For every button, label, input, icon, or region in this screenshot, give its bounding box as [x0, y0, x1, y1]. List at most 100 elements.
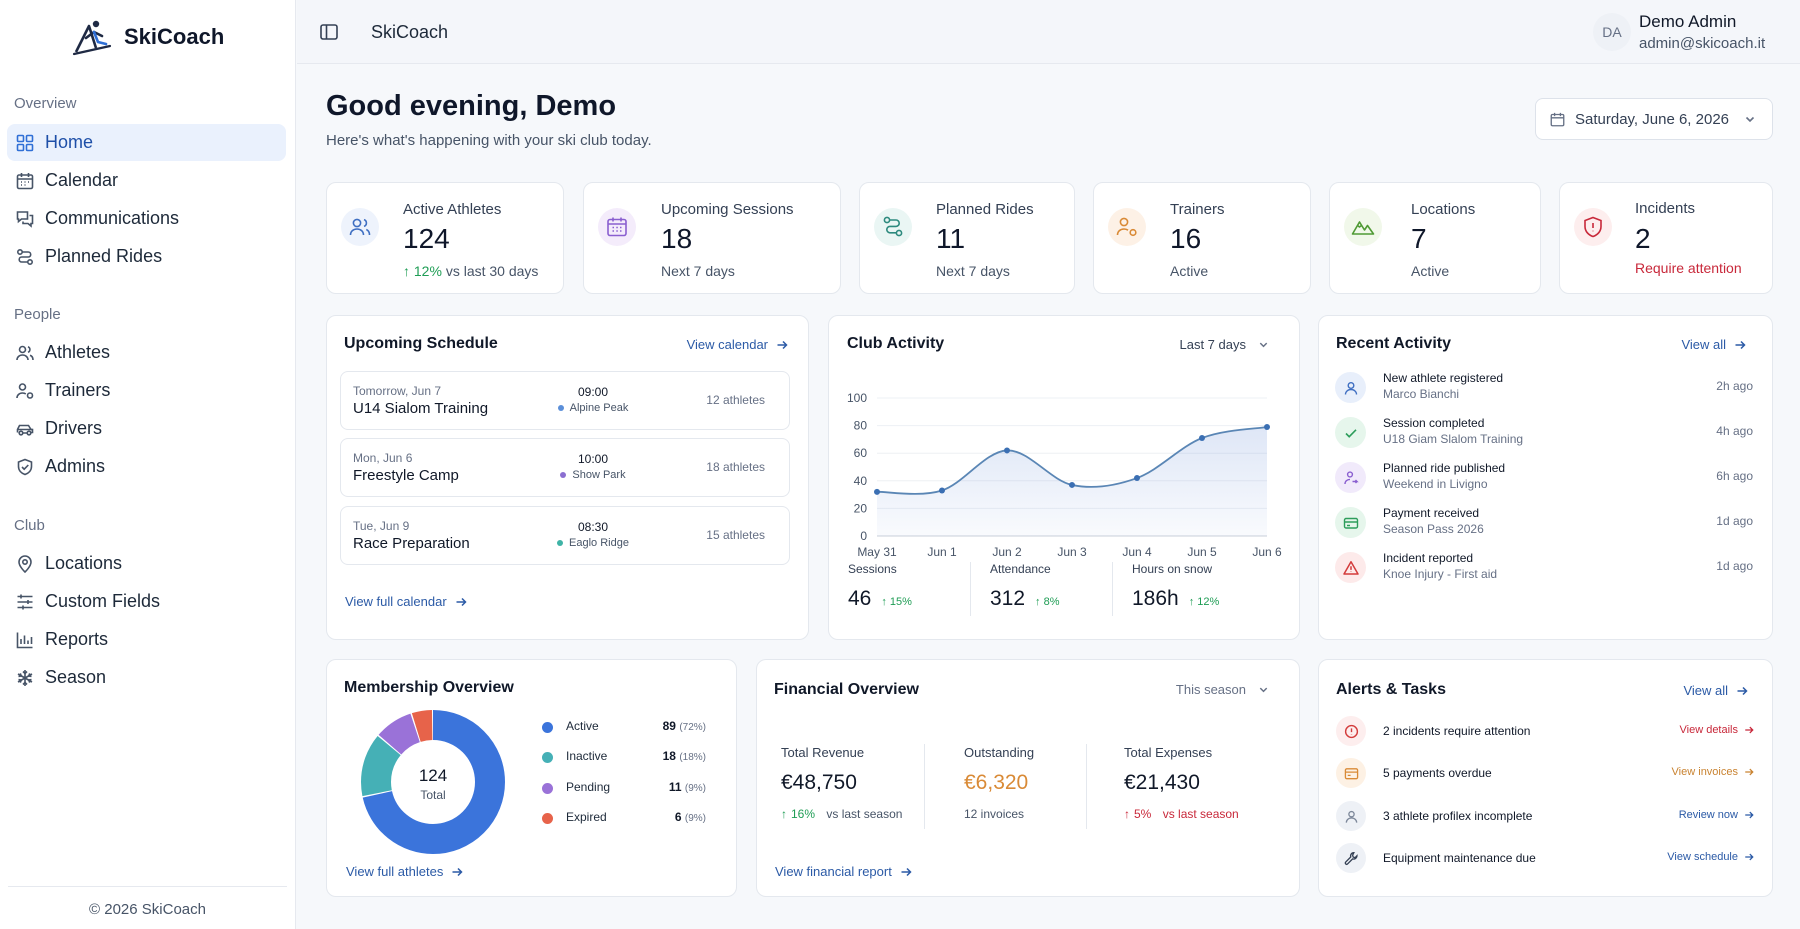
schedule-item[interactable]: Tue, Jun 9 Race Preparation 08:30 Eaglo …: [340, 506, 790, 565]
metric-value: 312: [990, 587, 1026, 610]
view-financial-report-link[interactable]: View financial report: [775, 864, 912, 879]
avatar[interactable]: DA: [1593, 13, 1631, 51]
alert-action-link[interactable]: Review now: [1679, 809, 1754, 821]
stat-card-sessions[interactable]: Upcoming Sessions 18 Next 7 days: [583, 182, 841, 294]
sidebar-item-season[interactable]: Season: [7, 659, 286, 696]
sidebar-item-trainers[interactable]: Trainers: [7, 372, 286, 409]
alert-icon: [1344, 724, 1358, 738]
view-full-athletes-link[interactable]: View full athletes: [346, 864, 463, 879]
schedule-date: Mon, Jun 6: [353, 451, 413, 465]
membership-overview-card: Membership Overview 124 Total Active 89 …: [326, 659, 737, 897]
date-picker[interactable]: Saturday, June 6, 2026: [1535, 98, 1773, 140]
fin-change: 5%: [1134, 807, 1152, 821]
alert-action-link[interactable]: View details: [1680, 724, 1755, 736]
schedule-time: 09:00: [577, 385, 609, 399]
brand-name: SkiCoach: [124, 24, 225, 49]
alert-icon-wrap: [1336, 801, 1366, 831]
stat-card-locations[interactable]: Locations 7 Active: [1329, 182, 1541, 294]
user-menu[interactable]: Demo Admin admin@skicoach.it: [1639, 12, 1765, 52]
calendar-icon: [1550, 112, 1565, 126]
schedule-location: Show Park: [537, 469, 649, 481]
view-calendar-link[interactable]: View calendar: [687, 337, 788, 352]
location-name: Alpine Peak: [569, 402, 629, 414]
sidebar-item-reports[interactable]: Reports: [7, 621, 286, 658]
sidebar-item-custom-fields[interactable]: Custom Fields: [7, 583, 286, 620]
y-tick-label: 80: [854, 419, 868, 433]
stat-card-rides[interactable]: Planned Rides 11 Next 7 days: [859, 182, 1075, 294]
alert-item[interactable]: 3 athlete profilex incomplete Review now: [1336, 801, 1754, 833]
user-email: admin@skicoach.it: [1639, 35, 1766, 52]
schedule-name: Race Preparation: [353, 535, 470, 552]
sidebar-item-home[interactable]: Home: [7, 124, 286, 161]
nav-section-overview: Overview: [14, 95, 77, 112]
fin-label: Total Expenses: [1124, 745, 1213, 760]
y-tick-label: 60: [854, 446, 868, 460]
series-area: [877, 426, 1267, 536]
alert-item[interactable]: Equipment maintenance due View schedule: [1336, 843, 1754, 875]
stat-label: Locations: [1411, 201, 1476, 218]
stat-card-incidents[interactable]: Incidents 2 Require attention: [1559, 182, 1773, 294]
legend-count: 6: [674, 810, 682, 824]
card-title: Club Activity: [847, 335, 945, 352]
recent-view-all-link[interactable]: View all: [1681, 337, 1746, 352]
invoice-icon: [1344, 767, 1358, 779]
activity-item[interactable]: Payment received Season Pass 2026 1d ago: [1335, 506, 1753, 546]
sidebar-item-label: Locations: [45, 553, 123, 573]
donut-slice: [361, 710, 505, 854]
card-title: Recent Activity: [1336, 335, 1451, 352]
sidebar-item-admins[interactable]: Admins: [7, 448, 286, 485]
stat-card-athletes[interactable]: Active Athletes 124 ↑ 12% vs last 30 day…: [326, 182, 564, 294]
user-icon: [1345, 810, 1357, 823]
financial-range-dropdown[interactable]: This season: [1176, 682, 1269, 697]
activity-subtitle: U18 Giam Slalom Training: [1383, 432, 1524, 446]
link-label: View invoices: [1671, 766, 1738, 778]
schedule-location: Eaglo Ridge: [537, 537, 649, 549]
sidebar-item-communications[interactable]: Communications: [7, 200, 286, 237]
donut-slice: [361, 710, 505, 854]
view-full-calendar-link[interactable]: View full calendar: [345, 594, 467, 609]
activity-item[interactable]: Planned ride published Weekend in Livign…: [1335, 461, 1753, 501]
sidebar-item-calendar[interactable]: Calendar: [7, 162, 286, 199]
schedule-item[interactable]: Mon, Jun 6 Freestyle Camp 10:00 Show Par…: [340, 438, 790, 497]
metric-change: ↑ 12%: [1188, 596, 1220, 608]
fin-note-text: vs last season: [826, 807, 903, 821]
metric-label: Attendance: [990, 562, 1051, 576]
location-dot: [557, 540, 564, 546]
legend-dot: [542, 813, 553, 824]
card-title: Alerts & Tasks: [1336, 681, 1446, 698]
stat-card-trainers[interactable]: Trainers 16 Active: [1093, 182, 1311, 294]
activity-item[interactable]: New athlete registered Marco Bianchi 2h …: [1335, 371, 1753, 411]
sidebar-item-drivers[interactable]: Drivers: [7, 410, 286, 447]
stat-label: Planned Rides: [936, 201, 1034, 218]
fin-outstanding: Outstanding €6,320 12 invoices: [964, 745, 1034, 821]
link-label: View full calendar: [345, 594, 447, 609]
alerts-view-all-link[interactable]: View all: [1683, 683, 1748, 698]
activity-item[interactable]: Session completed U18 Giam Slalom Traini…: [1335, 416, 1753, 456]
legend-pct: (18%): [679, 752, 706, 763]
sidebar-toggle-icon[interactable]: [319, 22, 339, 42]
schedule-item[interactable]: Tomorrow, Jun 7 U14 Sialom Training 09:0…: [340, 371, 790, 430]
divider: [1112, 562, 1113, 616]
activity-item[interactable]: Incident reported Knoe Injury - First ai…: [1335, 551, 1753, 591]
activity-time: 6h ago: [1716, 469, 1753, 483]
alert-item[interactable]: 5 payments overdue View invoices: [1336, 758, 1754, 790]
brand[interactable]: SkiCoach: [72, 18, 224, 56]
legend-item: Expired 6 (9%): [542, 810, 706, 826]
sidebar-item-locations[interactable]: Locations: [7, 545, 286, 582]
activity-title: Planned ride published: [1383, 461, 1506, 475]
alert-item[interactable]: 2 incidents require attention View detai…: [1336, 716, 1754, 748]
metric-label: Hours on snow: [1132, 562, 1213, 576]
sidebar-item-athletes[interactable]: Athletes: [7, 334, 286, 371]
topbar-title: SkiCoach: [371, 22, 449, 42]
activity-range-dropdown[interactable]: Last 7 days: [1180, 337, 1270, 352]
link-label: View calendar: [686, 337, 768, 352]
sidebar-item-label: Trainers: [45, 380, 111, 400]
alert-action-link[interactable]: View schedule: [1667, 851, 1754, 863]
schedule-date: Tue, Jun 9: [353, 519, 410, 533]
sidebar-item-planned-rides[interactable]: Planned Rides: [7, 238, 286, 275]
alert-action-link[interactable]: View invoices: [1672, 766, 1754, 778]
snowflake-icon: [17, 669, 33, 686]
schedule-time: 10:00: [577, 452, 609, 466]
schedule-location: Alpine Peak: [537, 402, 649, 414]
sidebar-item-label: Athletes: [45, 342, 111, 362]
